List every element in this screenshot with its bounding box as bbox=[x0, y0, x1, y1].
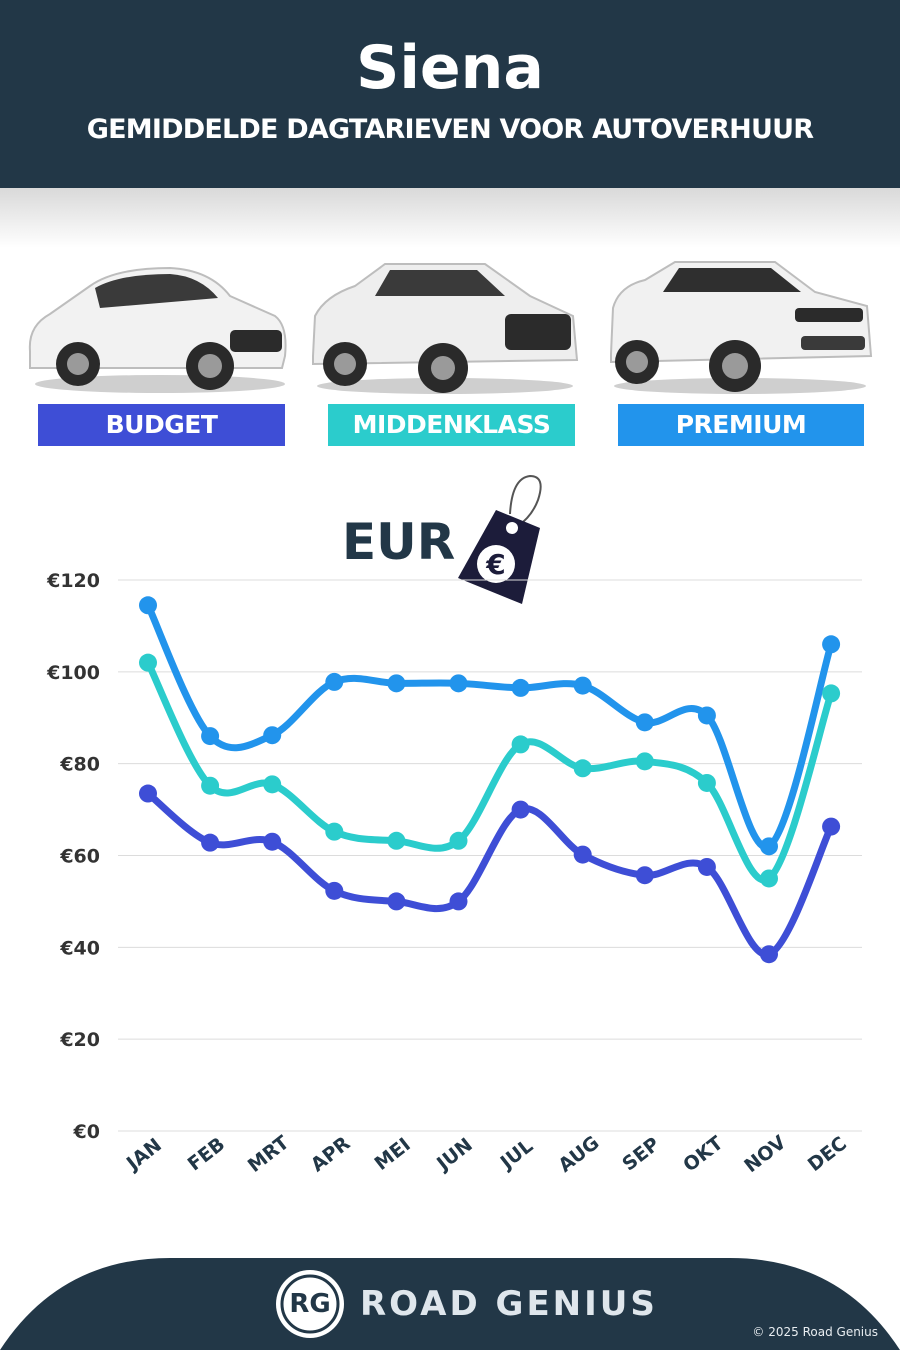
data-point-premium bbox=[697, 706, 716, 725]
data-point-middenklass bbox=[573, 759, 592, 778]
rental-rate-line-chart: €0 €20 €40 €60 €80 €100 €120 JAN FEB MRT APR MEI JUN… bbox=[46, 570, 862, 1177]
data-point-budget bbox=[263, 832, 282, 851]
data-point-premium bbox=[822, 635, 841, 654]
x-tick-label: APR bbox=[307, 1132, 355, 1176]
x-tick-label: JUL bbox=[495, 1135, 537, 1175]
data-point-budget bbox=[449, 892, 468, 911]
data-point-budget bbox=[325, 881, 344, 900]
series-line-middenklass bbox=[144, 659, 835, 884]
x-tick-label: MRT bbox=[244, 1132, 294, 1177]
data-point-premium bbox=[387, 674, 406, 693]
data-point-budget bbox=[760, 945, 778, 964]
road-genius-logo: RG bbox=[289, 1289, 331, 1319]
y-tick-label: €20 bbox=[59, 1029, 100, 1051]
x-tick-label: FEB bbox=[184, 1133, 229, 1175]
y-tick-label: €0 bbox=[73, 1121, 100, 1143]
data-point-premium bbox=[139, 596, 157, 615]
category-label-budget: BUDGET bbox=[38, 404, 285, 446]
data-point-budget bbox=[511, 800, 530, 819]
category-label-premium: PREMIUM bbox=[618, 404, 864, 446]
data-point-middenklass bbox=[387, 831, 406, 850]
budget-car-icon bbox=[28, 266, 287, 393]
y-tick-label: €120 bbox=[46, 570, 100, 592]
x-tick-label: DEC bbox=[804, 1132, 851, 1176]
series-line-premium bbox=[144, 601, 835, 851]
data-point-budget bbox=[822, 817, 841, 836]
data-point-middenklass bbox=[511, 735, 530, 754]
data-point-premium bbox=[511, 678, 530, 697]
footer-banner bbox=[0, 1258, 900, 1350]
data-point-budget bbox=[139, 784, 157, 803]
data-point-budget bbox=[635, 866, 654, 885]
y-tick-label: €100 bbox=[46, 662, 100, 684]
y-tick-label: €40 bbox=[59, 937, 100, 959]
data-point-budget bbox=[387, 892, 406, 911]
data-point-middenklass bbox=[325, 822, 344, 841]
page-subtitle: GEMIDDELDE DAGTARIEVEN VOOR AUTOVERHUUR bbox=[86, 114, 814, 145]
y-tick-label: €80 bbox=[59, 754, 100, 776]
x-tick-label: JAN bbox=[121, 1134, 166, 1176]
data-point-budget bbox=[201, 833, 220, 852]
data-point-premium bbox=[263, 726, 282, 745]
footer-brand: ROAD GENIUS bbox=[360, 1284, 658, 1324]
currency-label: EUR bbox=[342, 513, 456, 571]
header-shadow bbox=[0, 188, 900, 248]
y-tick-label: €60 bbox=[59, 846, 100, 868]
data-point-middenklass bbox=[635, 752, 654, 771]
x-tick-label: AUG bbox=[554, 1132, 603, 1177]
midsize-car-icon bbox=[312, 263, 579, 394]
header-banner bbox=[0, 0, 900, 188]
data-point-middenklass bbox=[822, 684, 841, 703]
data-point-middenklass bbox=[139, 653, 157, 672]
category-label-midsize: MIDDENKLASS bbox=[328, 404, 575, 446]
data-point-premium bbox=[573, 676, 592, 695]
data-point-middenklass bbox=[449, 831, 468, 850]
x-tick-label: JUN bbox=[431, 1134, 476, 1176]
data-point-premium bbox=[760, 837, 778, 856]
data-point-budget bbox=[697, 857, 716, 876]
page-title: Siena bbox=[356, 33, 544, 103]
data-point-premium bbox=[635, 713, 654, 732]
x-tick-label: NOV bbox=[740, 1131, 790, 1177]
data-point-middenklass bbox=[263, 775, 282, 794]
x-tick-label: SEP bbox=[618, 1133, 664, 1175]
data-point-premium bbox=[449, 674, 468, 693]
x-tick-label: MEI bbox=[371, 1134, 415, 1175]
x-tick-label: OKT bbox=[679, 1132, 727, 1176]
svg-text:€: € bbox=[485, 548, 505, 581]
data-point-middenklass bbox=[760, 869, 778, 888]
data-point-premium bbox=[325, 672, 344, 691]
data-point-middenklass bbox=[697, 773, 716, 792]
data-point-premium bbox=[201, 727, 220, 746]
data-point-middenklass bbox=[201, 776, 220, 795]
footer-copyright: © 2025 Road Genius bbox=[752, 1325, 878, 1339]
data-point-budget bbox=[573, 845, 592, 864]
premium-car-icon bbox=[610, 261, 873, 394]
